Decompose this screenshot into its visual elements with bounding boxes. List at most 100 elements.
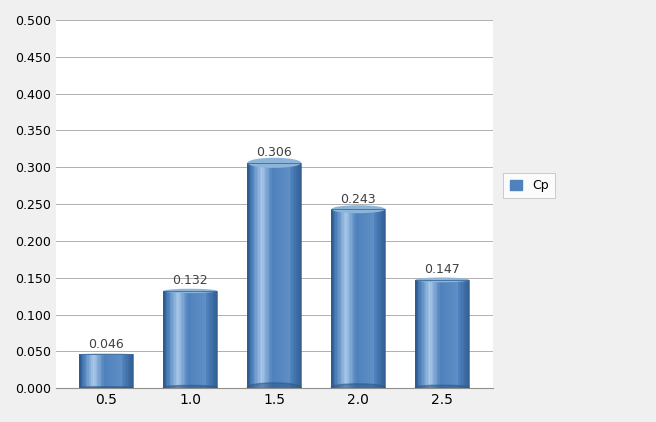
- Bar: [265, 163, 266, 388]
- Bar: [190, 291, 192, 388]
- Bar: [384, 209, 385, 388]
- Bar: [94, 354, 96, 388]
- Bar: [452, 280, 453, 388]
- Bar: [173, 291, 174, 388]
- Bar: [419, 280, 421, 388]
- Bar: [457, 280, 459, 388]
- Bar: [356, 209, 357, 388]
- Bar: [462, 280, 464, 388]
- Bar: [106, 354, 108, 388]
- Bar: [381, 209, 382, 388]
- Bar: [208, 291, 209, 388]
- Bar: [415, 280, 469, 388]
- Bar: [169, 291, 171, 388]
- Bar: [268, 163, 269, 388]
- Bar: [449, 280, 451, 388]
- Text: 0.132: 0.132: [173, 274, 208, 287]
- Bar: [113, 354, 115, 388]
- Bar: [216, 291, 217, 388]
- Bar: [279, 163, 281, 388]
- Bar: [375, 209, 376, 388]
- Bar: [350, 209, 352, 388]
- Bar: [124, 354, 125, 388]
- Bar: [163, 291, 165, 388]
- Bar: [418, 280, 420, 388]
- Bar: [361, 209, 363, 388]
- Bar: [199, 291, 201, 388]
- Ellipse shape: [331, 384, 385, 391]
- Bar: [465, 280, 466, 388]
- Bar: [204, 291, 205, 388]
- Bar: [181, 291, 182, 388]
- Bar: [261, 163, 262, 388]
- Bar: [353, 209, 354, 388]
- Bar: [365, 209, 367, 388]
- Bar: [132, 354, 133, 388]
- Bar: [170, 291, 172, 388]
- Bar: [167, 291, 169, 388]
- Bar: [201, 291, 203, 388]
- Text: 0.147: 0.147: [424, 263, 461, 276]
- Bar: [207, 291, 208, 388]
- Bar: [289, 163, 291, 388]
- Bar: [186, 291, 188, 388]
- Bar: [197, 291, 199, 388]
- Bar: [440, 280, 441, 388]
- Bar: [86, 354, 88, 388]
- Bar: [358, 209, 360, 388]
- Bar: [174, 291, 176, 388]
- Bar: [297, 163, 298, 388]
- Bar: [362, 209, 364, 388]
- Bar: [171, 291, 173, 388]
- Bar: [250, 163, 252, 388]
- Ellipse shape: [163, 289, 217, 293]
- Bar: [438, 280, 440, 388]
- Bar: [82, 354, 83, 388]
- Bar: [166, 291, 167, 388]
- Bar: [121, 354, 123, 388]
- Bar: [114, 354, 116, 388]
- Bar: [249, 163, 251, 388]
- Bar: [258, 163, 260, 388]
- Bar: [89, 354, 91, 388]
- Bar: [359, 209, 361, 388]
- Bar: [451, 280, 452, 388]
- Bar: [296, 163, 297, 388]
- Bar: [274, 163, 276, 388]
- Bar: [417, 280, 419, 388]
- Bar: [165, 291, 166, 388]
- Bar: [198, 291, 200, 388]
- Bar: [342, 209, 344, 388]
- Bar: [443, 280, 445, 388]
- Bar: [108, 354, 109, 388]
- Bar: [101, 354, 102, 388]
- Bar: [93, 354, 94, 388]
- Bar: [192, 291, 193, 388]
- Bar: [426, 280, 428, 388]
- Bar: [118, 354, 120, 388]
- Bar: [448, 280, 449, 388]
- Bar: [102, 354, 104, 388]
- Bar: [176, 291, 177, 388]
- Bar: [264, 163, 265, 388]
- Ellipse shape: [331, 205, 385, 213]
- Bar: [203, 291, 204, 388]
- Bar: [127, 354, 128, 388]
- Bar: [211, 291, 212, 388]
- Bar: [432, 280, 433, 388]
- Bar: [429, 280, 430, 388]
- Bar: [344, 209, 345, 388]
- Bar: [369, 209, 371, 388]
- Bar: [81, 354, 82, 388]
- Bar: [331, 209, 333, 388]
- Bar: [115, 354, 117, 388]
- Bar: [464, 280, 465, 388]
- Bar: [352, 209, 353, 388]
- Bar: [453, 280, 455, 388]
- Bar: [213, 291, 215, 388]
- Bar: [284, 163, 285, 388]
- Bar: [422, 280, 424, 388]
- Bar: [367, 209, 368, 388]
- Bar: [189, 291, 190, 388]
- Bar: [185, 291, 186, 388]
